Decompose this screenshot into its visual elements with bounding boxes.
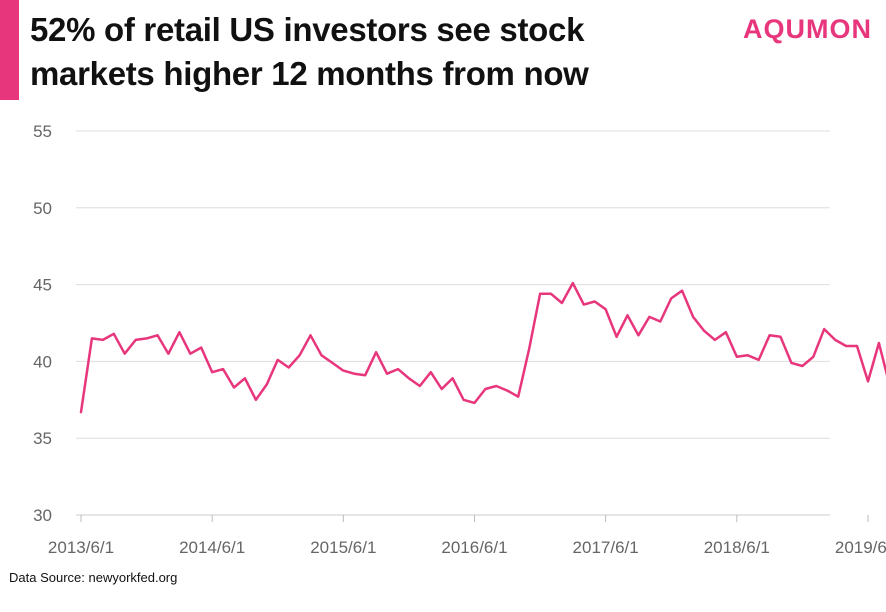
- y-tick-label: 55: [33, 122, 52, 141]
- y-tick-label: 50: [33, 199, 52, 218]
- y-tick-label: 40: [33, 352, 52, 371]
- accent-bar: [0, 0, 19, 100]
- x-tick-label: 2014/6/1: [179, 538, 245, 557]
- brand-logo: AQUMON: [743, 14, 872, 44]
- x-tick-label: 2018/6/1: [704, 538, 770, 557]
- x-axis: 2013/6/1 2014/6/1 2015/6/1 2016/6/1 2017/6/1…: [48, 515, 886, 557]
- y-axis: 30 35 40 45 50 55: [33, 122, 52, 525]
- y-tick-label: 45: [33, 276, 52, 295]
- data-source: Data Source: newyorkfed.org: [9, 570, 178, 585]
- chart-title: 52% of retail US investors see stock mar…: [30, 11, 589, 92]
- x-tick-label: 2017/6/1: [573, 538, 639, 557]
- x-tick-label: 2015/6/1: [310, 538, 376, 557]
- gridlines: [76, 130, 830, 516]
- x-tick-label: 2013/6/1: [48, 538, 114, 557]
- series-line: [79, 281, 886, 414]
- y-tick-label: 30: [33, 506, 52, 525]
- y-tick-label: 35: [33, 429, 52, 448]
- x-tick-label: 2016/6/1: [441, 538, 507, 557]
- x-tick-label: 2019/6/1: [835, 538, 886, 557]
- series-group: [79, 281, 886, 414]
